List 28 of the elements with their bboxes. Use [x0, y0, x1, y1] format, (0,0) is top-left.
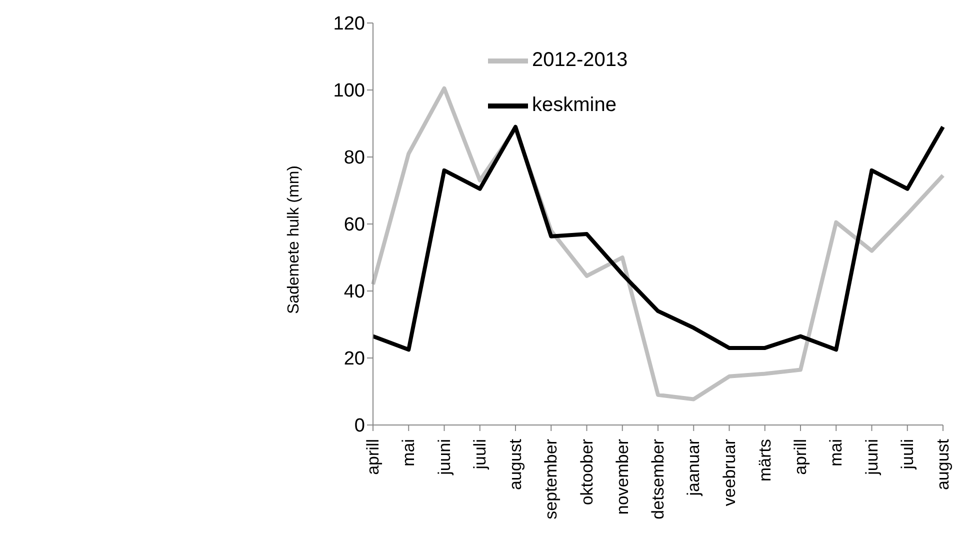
legend-label: 2012-2013 [532, 49, 628, 71]
x-tick-label: juuli [898, 439, 917, 470]
x-tick-label: aprill [364, 439, 382, 475]
x-tick-label: mai [826, 439, 846, 466]
x-tick-label: mai [399, 439, 418, 466]
x-tick-label: märts [755, 439, 774, 482]
x-tick-label: oktoober [577, 438, 596, 506]
y-tick-label: 0 [354, 416, 365, 437]
line-series [371, 124, 945, 352]
x-tick-label: juuni [862, 439, 882, 476]
x-tick-label: august [934, 438, 952, 490]
y-tick-label: 60 [344, 214, 365, 236]
y-tick-label: 80 [344, 148, 365, 169]
x-tick-label: november [612, 438, 632, 515]
x-tick-label: juuni [434, 439, 454, 476]
x-tick-label: juuli [470, 439, 490, 470]
x-tick-label: august [506, 438, 525, 490]
y-tick-label: 120 [333, 14, 365, 35]
x-tick-label: detsember [648, 438, 668, 520]
y-tick-label: 40 [344, 282, 365, 303]
y-axis-title: Sademete hulk (mm) [286, 166, 303, 314]
x-tick-label: jaanuar [684, 438, 704, 497]
y-tick-label: 20 [344, 348, 365, 370]
legend-label: keskmine [532, 94, 616, 116]
x-tick-label: aprill [791, 439, 810, 475]
x-tick-label: september [542, 438, 561, 520]
x-tick-label: veebruar [720, 438, 739, 506]
y-tick-label: 100 [333, 80, 365, 102]
